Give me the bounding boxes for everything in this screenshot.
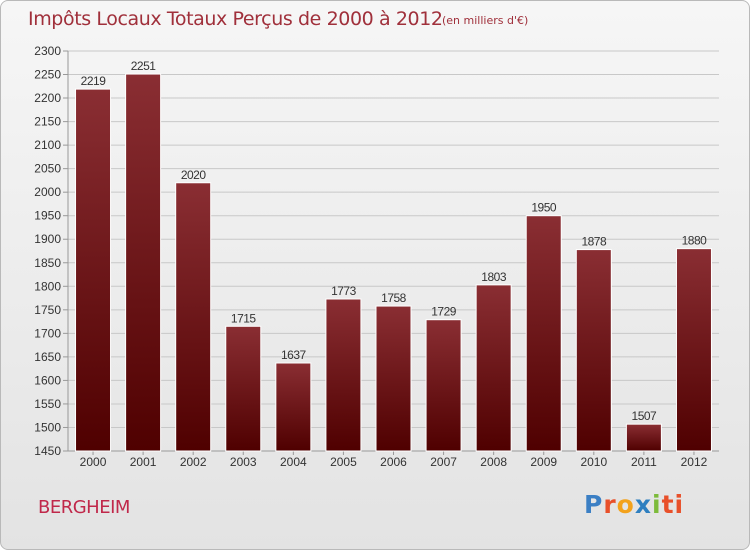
bar-value-label: 1715 <box>231 311 257 325</box>
x-tick-label: 2002 <box>180 455 207 469</box>
bar-value-label: 2219 <box>81 74 107 88</box>
bar-2003 <box>225 325 262 452</box>
y-tick-label: 2100 <box>34 138 61 152</box>
y-tick-label: 1900 <box>34 232 61 246</box>
bar-value-label: 1729 <box>431 305 457 319</box>
bar-value-label: 1803 <box>481 270 507 284</box>
chart-title: Impôts Locaux Totaux Perçus de 2000 à 20… <box>28 8 443 30</box>
y-tick-label: 2250 <box>34 68 61 82</box>
bar-value-label: 1773 <box>331 284 357 298</box>
y-tick-label: 1500 <box>34 420 61 434</box>
chart-unit-note: (en milliers d'€) <box>442 14 529 27</box>
x-tick-label: 2007 <box>430 455 457 469</box>
bar-2010 <box>575 249 612 452</box>
x-tick-label: 2005 <box>330 455 357 469</box>
bar-value-label: 2020 <box>181 168 207 182</box>
x-tick-label: 2008 <box>480 455 507 469</box>
y-tick-label: 2300 <box>34 44 61 58</box>
logo-letter: r <box>603 490 617 519</box>
y-tick-label: 1750 <box>34 303 61 317</box>
y-tick-label: 1450 <box>34 444 61 458</box>
bar-2009 <box>525 215 562 452</box>
y-tick-label: 2150 <box>34 115 61 129</box>
logo-letter: P <box>584 490 604 519</box>
bar-value-label: 1880 <box>682 234 708 248</box>
y-tick-label: 2200 <box>34 91 61 105</box>
bar-2008 <box>475 284 512 452</box>
x-tick-label: 2006 <box>380 455 407 469</box>
x-tick-label: 2003 <box>230 455 257 469</box>
bar-2004 <box>275 362 312 452</box>
x-tick-label: 2012 <box>681 455 708 469</box>
bar-2005 <box>325 298 362 452</box>
y-tick-label: 1950 <box>34 209 61 223</box>
y-tick-label: 2000 <box>34 185 61 199</box>
logo-letter: ti <box>661 490 685 519</box>
y-tick-label: 2050 <box>34 162 61 176</box>
x-tick-label: 2011 <box>631 455 657 469</box>
bar-2011 <box>625 423 662 452</box>
bar-2006 <box>375 305 412 452</box>
label-layer: 2219 2000 2251 2001 2020 2002 1715 2003 1637 2004… <box>80 59 708 469</box>
bar-value-label: 1878 <box>581 235 607 249</box>
x-tick-label: 2004 <box>280 455 307 469</box>
bar-2012 <box>675 248 712 452</box>
logo-letter: x <box>634 490 652 519</box>
x-tick-label: 2009 <box>530 455 557 469</box>
bar-value-label: 1637 <box>281 348 307 362</box>
y-tick-label: 1600 <box>34 373 61 387</box>
logo-letter: o <box>616 490 635 519</box>
y-tick-label: 1550 <box>34 397 61 411</box>
logo-letter: i <box>652 490 662 519</box>
bar-value-label: 1950 <box>531 201 557 215</box>
bar-2000 <box>75 88 112 452</box>
bar-2001 <box>125 73 162 452</box>
x-tick-label: 2000 <box>80 455 107 469</box>
bar-value-label: 1758 <box>381 291 407 305</box>
y-tick-label: 1850 <box>34 256 61 270</box>
bar-value-label: 2251 <box>131 59 157 73</box>
bar-2007 <box>425 319 462 452</box>
bar-value-label: 1507 <box>632 409 658 423</box>
bar-layer <box>75 73 712 452</box>
x-tick-label: 2001 <box>130 455 157 469</box>
proxiti-logo[interactable]: Proxiti <box>584 490 684 519</box>
y-tick-label: 1700 <box>34 326 61 340</box>
axis-layer: 1450 1500 1550 1600 1650 1700 1750 1800 1850 1900… <box>34 44 719 458</box>
x-tick-label: 2010 <box>580 455 607 469</box>
y-tick-label: 1650 <box>34 350 61 364</box>
city-name: BERGHEIM <box>38 497 130 518</box>
y-tick-label: 1800 <box>34 279 61 293</box>
bar-2002 <box>175 182 212 452</box>
